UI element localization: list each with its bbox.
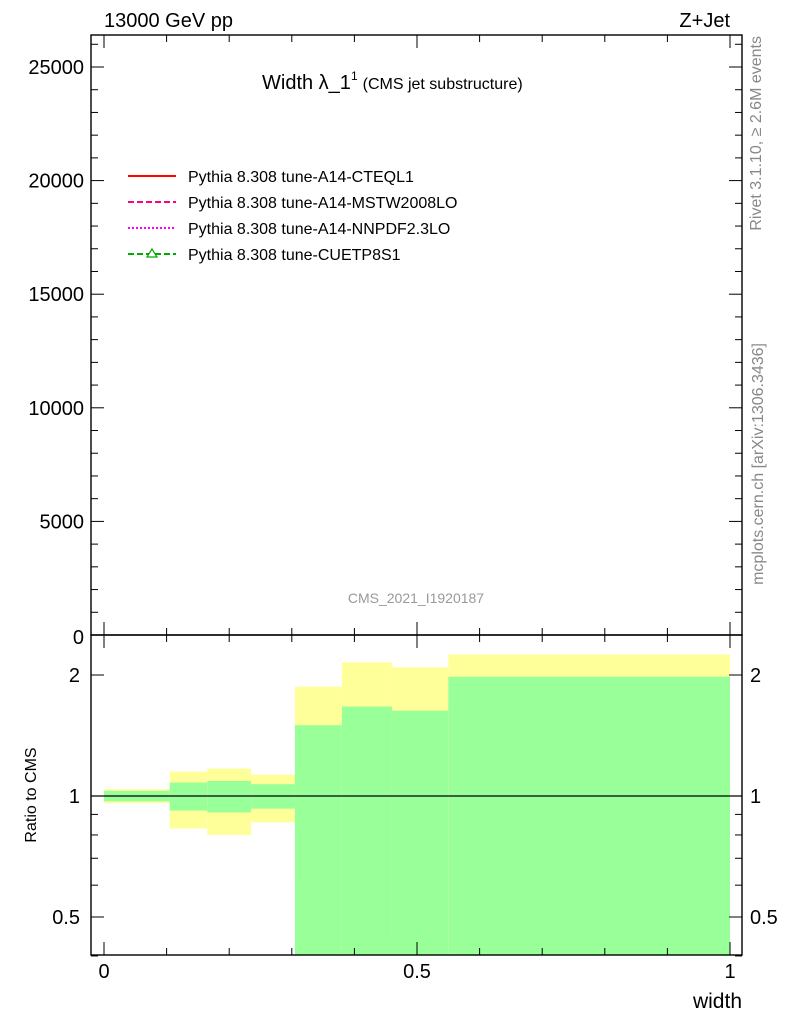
legend-label: Pythia 8.308 tune-A14-NNPDF2.3LO (188, 221, 450, 238)
analysis-watermark: CMS_2021_I1920187 (348, 590, 484, 606)
legend: Pythia 8.308 tune-A14-CTEQL1 Pythia 8.308… (128, 169, 457, 264)
ratio-ticks: 0.5 0.5 1 1 2 2 0 0.5 1 (52, 635, 778, 983)
plot-title-sup: 1 (351, 69, 358, 83)
y-tick-label: 25000 (28, 57, 84, 79)
plot-title-main: Width λ_1 (262, 72, 351, 94)
rivet-label: Rivet 3.1.10, ≥ 2.6M events (748, 36, 765, 231)
plot-title: Width λ_11 (CMS jet substructure) (262, 69, 523, 94)
x-axis-label: width (692, 990, 742, 1013)
stat-uncertainty-band (294, 725, 342, 955)
legend-label: Pythia 8.308 tune-A14-MSTW2008LO (188, 195, 457, 212)
y-tick-label: 15000 (28, 284, 84, 306)
ratio-y-tick-label: 1 (69, 786, 80, 808)
ratio-y-axis-label: Ratio to CMS (23, 747, 40, 842)
energy-label: 13000 GeV pp (104, 10, 233, 32)
main-plot-frame (90, 34, 743, 636)
legend-marker-triangle (145, 247, 159, 258)
legend-label: Pythia 8.308 tune-A14-CTEQL1 (188, 169, 414, 186)
ratio-y-tick-label: 2 (69, 665, 80, 687)
process-label: Z+Jet (679, 10, 730, 32)
ratio-y-tick-label: 0.5 (52, 907, 80, 929)
plot-title-sub: (CMS jet substructure) (363, 76, 523, 93)
mcplots-label: mcplots.cern.ch [arXiv:1306.3436] (750, 343, 767, 585)
y-tick-label: 10000 (28, 398, 84, 420)
main-y-ticks: 5000 10000 15000 20000 25000 0 (28, 35, 742, 649)
y-tick-label-zero: 0 (73, 627, 84, 649)
ratio-bands (104, 654, 730, 955)
stat-uncertainty-band (207, 780, 252, 813)
stat-uncertainty-band (448, 676, 730, 955)
y-tick-label: 20000 (28, 171, 84, 193)
x-tick-label: 0 (98, 961, 109, 983)
ratio-y-tick-label-right: 2 (750, 665, 761, 687)
legend-label: Pythia 8.308 tune-CUETP8S1 (188, 247, 401, 264)
stat-uncertainty-band (391, 710, 449, 955)
y-tick-label: 5000 (40, 511, 85, 533)
ratio-y-tick-label-right: 0.5 (750, 907, 778, 929)
stat-uncertainty-band (341, 706, 392, 955)
x-tick-label: 0.5 (403, 961, 431, 983)
x-tick-label: 1 (724, 961, 735, 983)
ratio-y-tick-label-right: 1 (750, 786, 761, 808)
